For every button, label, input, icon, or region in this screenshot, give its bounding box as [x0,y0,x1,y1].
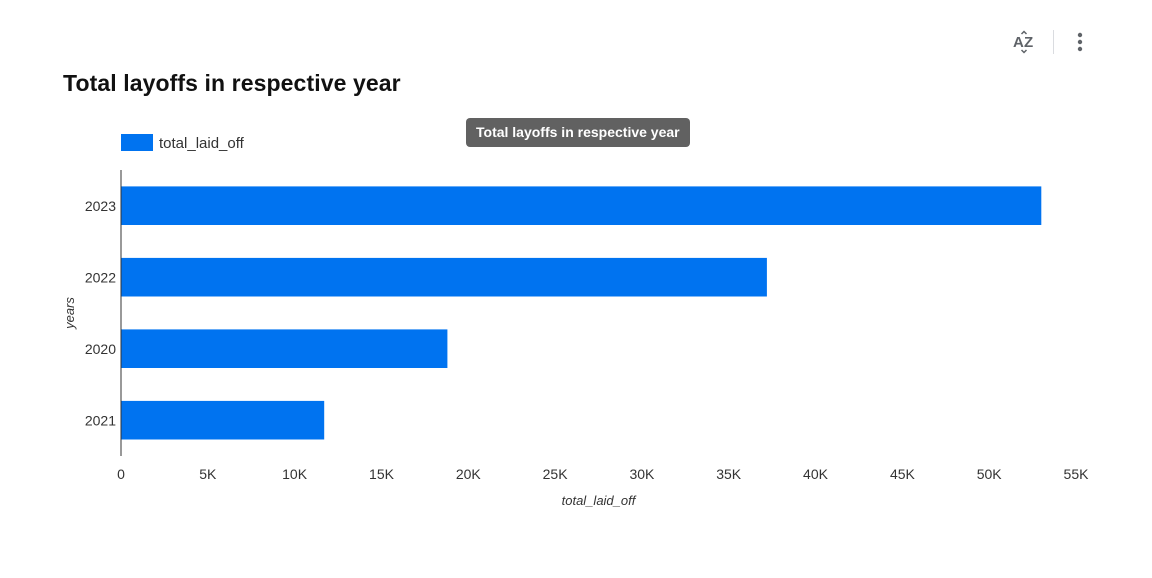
chart-title: Total layoffs in respective year [63,70,401,96]
bar-2020[interactable] [121,329,448,368]
bar-2023[interactable] [121,186,1042,225]
y-tick-label: 2022 [85,269,116,285]
bar-2022[interactable] [121,257,767,297]
y-tick-label: 2020 [85,341,116,357]
x-tick-label: 55K [1064,466,1090,482]
x-tick-label: 25K [543,466,569,482]
toolbar-divider [1053,30,1054,54]
x-axis-tick-labels: 0 5K 10K 15K 20K 25K 30K 35K 40K 45K 50K 55K [117,466,1089,482]
more-vert-icon[interactable] [1070,28,1090,56]
x-tick-label: 40K [803,466,829,482]
legend-label: total_laid_off [159,135,245,152]
y-tick-label: 2021 [85,412,116,428]
chart-legend: total_laid_off [121,134,245,152]
x-tick-label: 35K [716,466,742,482]
x-axis-title: total_laid_off [562,493,637,508]
x-tick-label: 5K [199,466,217,482]
sort-az-icon[interactable]: A Z [1010,28,1038,56]
x-tick-label: 45K [890,466,916,482]
chart-tooltip: Total layoffs in respective year [466,118,690,147]
y-axis-tick-labels: 2023 2022 2020 2021 [85,198,116,429]
bar-2021[interactable] [121,400,325,440]
svg-text:Z: Z [1024,34,1033,51]
chart-bars [121,186,1042,440]
x-tick-label: 20K [456,466,482,482]
svg-text:A: A [1013,34,1024,51]
x-tick-label: 10K [282,466,308,482]
x-tick-label: 15K [369,466,395,482]
y-tick-label: 2023 [85,198,116,214]
chart-toolbar: A Z [1010,28,1090,56]
legend-swatch [121,134,153,151]
x-tick-label: 50K [977,466,1003,482]
y-axis-title: years [62,297,77,330]
x-tick-label: 30K [629,466,655,482]
x-tick-label: 0 [117,466,125,482]
